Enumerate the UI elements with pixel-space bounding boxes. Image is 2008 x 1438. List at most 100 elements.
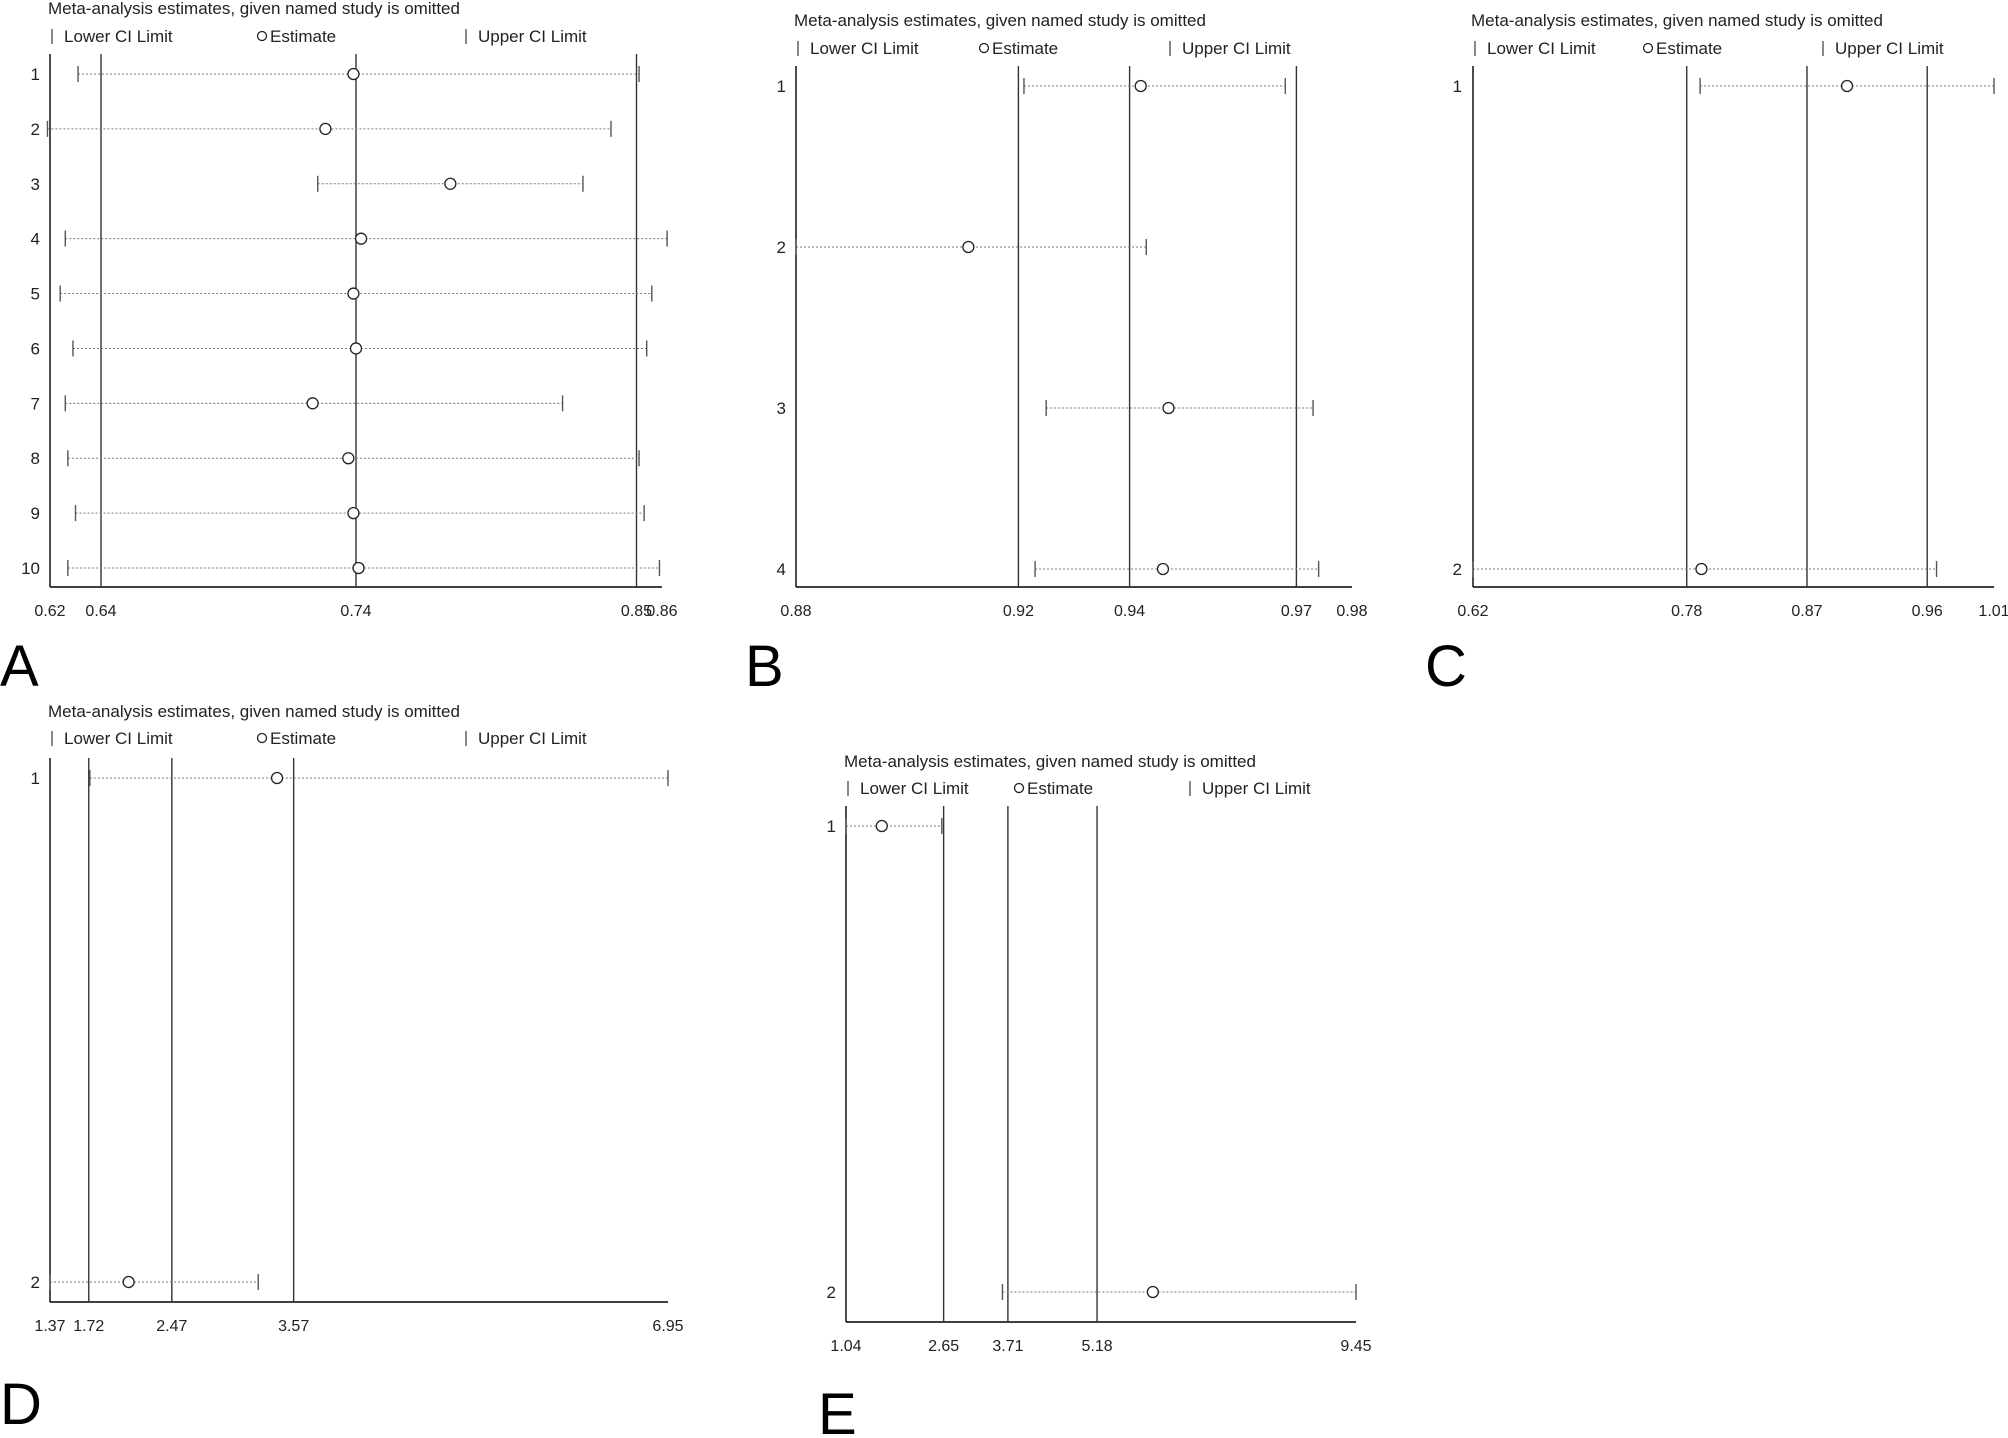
panel-d-study-row-2: 2 bbox=[31, 1273, 259, 1292]
panel-d-estimate-marker bbox=[122, 1275, 135, 1289]
panel-e-legend-entry-1: Lower CI Limit bbox=[860, 779, 969, 798]
panel-c-label: C bbox=[1425, 634, 1467, 699]
panel-a-study-label: 4 bbox=[31, 230, 40, 249]
panel-a-legend-estimate-marker bbox=[256, 30, 268, 42]
panel-e-estimate-marker bbox=[1146, 1285, 1159, 1299]
panel-a-study-label: 10 bbox=[21, 559, 40, 578]
panel-b-x-tick-label: 0.98 bbox=[1336, 603, 1367, 620]
panel-d-study-row-1: 1 bbox=[31, 769, 669, 788]
panel-a-study-label: 3 bbox=[31, 175, 40, 194]
panel-a-study-row-2: 2 bbox=[31, 120, 612, 139]
panel-b-study-row-1: 1 bbox=[777, 77, 1286, 96]
panel-c-x-tick-label: 1.01 bbox=[1978, 603, 2008, 620]
panel-e-x-tick-label: 3.71 bbox=[992, 1338, 1023, 1355]
panel-e-study-row-2: 2 bbox=[827, 1283, 1357, 1302]
panel-a-legend-entry-3: Upper CI Limit bbox=[478, 27, 587, 46]
panel-a-estimate-marker bbox=[354, 232, 368, 245]
panel-c-estimate-marker bbox=[1695, 562, 1708, 576]
panel-d: Meta-analysis estimates, given named stu… bbox=[0, 702, 684, 1437]
panel-d-label: D bbox=[0, 1372, 42, 1437]
panel-b-study-row-2: 2 bbox=[777, 238, 1147, 257]
panel-c-x-tick-label: 0.78 bbox=[1671, 603, 1702, 620]
panel-c-study-row-1: 1 bbox=[1453, 77, 1995, 96]
panel-e-study-row-1: 1 bbox=[827, 817, 943, 836]
panel-e-estimate-marker bbox=[875, 819, 888, 833]
panel-b-x-tick-label: 0.94 bbox=[1114, 603, 1145, 620]
panel-b: Meta-analysis estimates, given named stu… bbox=[745, 11, 1368, 699]
panel-a-study-label: 1 bbox=[31, 65, 40, 84]
panel-b-estimate-marker bbox=[1156, 562, 1170, 576]
panel-a-study-row-7: 7 bbox=[31, 394, 564, 413]
panel-b-study-label: 4 bbox=[777, 560, 786, 579]
panel-a-estimate-marker bbox=[347, 506, 360, 520]
panel-b-estimate-marker bbox=[1134, 79, 1147, 93]
panel-a-estimate-marker bbox=[352, 561, 365, 575]
panel-d-legend-estimate-marker bbox=[256, 732, 268, 744]
panel-a-study-label: 6 bbox=[31, 339, 40, 358]
panel-b-study-label: 1 bbox=[777, 77, 786, 96]
panel-c-x-tick-label: 0.96 bbox=[1912, 603, 1943, 620]
panel-b-x-tick-label: 0.88 bbox=[780, 603, 811, 620]
panel-d-legend-entry-3: Upper CI Limit bbox=[478, 729, 587, 748]
panel-a-x-tick-label: 0.62 bbox=[34, 603, 65, 620]
panel-a-estimate-marker bbox=[342, 452, 355, 465]
panel-b-x-tick-label: 0.92 bbox=[1003, 603, 1034, 620]
panel-c-legend-entry-2: Estimate bbox=[1656, 39, 1722, 58]
panel-e-x-tick-label: 9.45 bbox=[1340, 1338, 1371, 1355]
panel-a-estimate-marker bbox=[306, 397, 319, 410]
panel-b-legend-entry-3: Upper CI Limit bbox=[1182, 39, 1291, 58]
panel-b-legend-entry-1: Lower CI Limit bbox=[810, 39, 919, 58]
panel-c-legend-entry-3: Upper CI Limit bbox=[1835, 39, 1944, 58]
panel-b-estimate-marker bbox=[1162, 401, 1175, 415]
panel-e-label: E bbox=[818, 1382, 857, 1438]
panel-c-x-tick-label: 0.62 bbox=[1457, 603, 1488, 620]
panel-d-x-tick-label: 3.57 bbox=[278, 1318, 309, 1335]
panel-d-title: Meta-analysis estimates, given named stu… bbox=[48, 702, 460, 721]
panel-a-study-row-10: 10 bbox=[21, 559, 661, 578]
panel-d-legend-entry-1: Lower CI Limit bbox=[64, 729, 173, 748]
panel-a-study-label: 9 bbox=[31, 504, 40, 523]
panel-d-estimate-marker bbox=[270, 771, 284, 785]
panel-a-study-row-6: 6 bbox=[31, 339, 648, 358]
panel-b-estimate-marker bbox=[962, 240, 975, 254]
panel-a-estimate-marker bbox=[319, 122, 332, 136]
panel-a-estimate-marker bbox=[444, 177, 457, 190]
panel-c-estimate-marker bbox=[1840, 79, 1854, 93]
panel-a-study-row-9: 9 bbox=[31, 504, 645, 523]
panel-e-legend: Lower CI Limit Estimate Upper CI Limit bbox=[847, 779, 1311, 798]
panel-a-legend: Lower CI Limit Estimate Upper CI Limit bbox=[51, 27, 587, 46]
panel-d-x-tick-label: 2.47 bbox=[156, 1318, 187, 1335]
panel-a-estimate-marker bbox=[347, 287, 360, 300]
panel-a-study-row-4: 4 bbox=[31, 230, 668, 249]
panel-e-legend-estimate-marker bbox=[1013, 782, 1025, 794]
panel-a-estimate-marker bbox=[349, 342, 363, 355]
panel-a: Meta-analysis estimates, given named stu… bbox=[0, 0, 678, 699]
panel-a-x-tick-label: 0.86 bbox=[646, 603, 677, 620]
panel-c-legend-entry-1: Lower CI Limit bbox=[1487, 39, 1596, 58]
panel-b-legend: Lower CI Limit Estimate Upper CI Limit bbox=[797, 39, 1291, 58]
panel-e-x-tick-label: 2.65 bbox=[928, 1338, 959, 1355]
panel-a-study-label: 2 bbox=[31, 120, 40, 139]
panel-c-study-label: 2 bbox=[1453, 560, 1462, 579]
panel-a-study-row-1: 1 bbox=[31, 65, 640, 84]
panel-e-x-tick-label: 1.04 bbox=[830, 1338, 861, 1355]
panel-a-legend-entry-2: Estimate bbox=[270, 27, 336, 46]
panel-e-legend-entry-3: Upper CI Limit bbox=[1202, 779, 1311, 798]
panel-d-x-tick-label: 1.72 bbox=[73, 1318, 104, 1335]
panel-e-study-label: 2 bbox=[827, 1283, 836, 1302]
panel-e-x-tick-label: 5.18 bbox=[1081, 1338, 1112, 1355]
panel-a-study-label: 8 bbox=[31, 449, 40, 468]
panel-c-study-row-2: 2 bbox=[1453, 560, 1938, 579]
panel-e: Meta-analysis estimates, given named stu… bbox=[818, 752, 1372, 1438]
panel-d-x-tick-label: 6.95 bbox=[652, 1318, 683, 1335]
panel-c-study-label: 1 bbox=[1453, 77, 1462, 96]
panel-b-label: B bbox=[745, 634, 784, 699]
panel-e-title: Meta-analysis estimates, given named stu… bbox=[844, 752, 1256, 771]
panel-c-title: Meta-analysis estimates, given named stu… bbox=[1471, 11, 1883, 30]
panel-b-x-tick-label: 0.97 bbox=[1281, 603, 1312, 620]
panel-b-study-row-4: 4 bbox=[777, 560, 1320, 579]
panel-b-study-row-3: 3 bbox=[777, 399, 1314, 418]
panel-b-study-label: 2 bbox=[777, 238, 786, 257]
panel-d-study-label: 1 bbox=[31, 769, 40, 788]
